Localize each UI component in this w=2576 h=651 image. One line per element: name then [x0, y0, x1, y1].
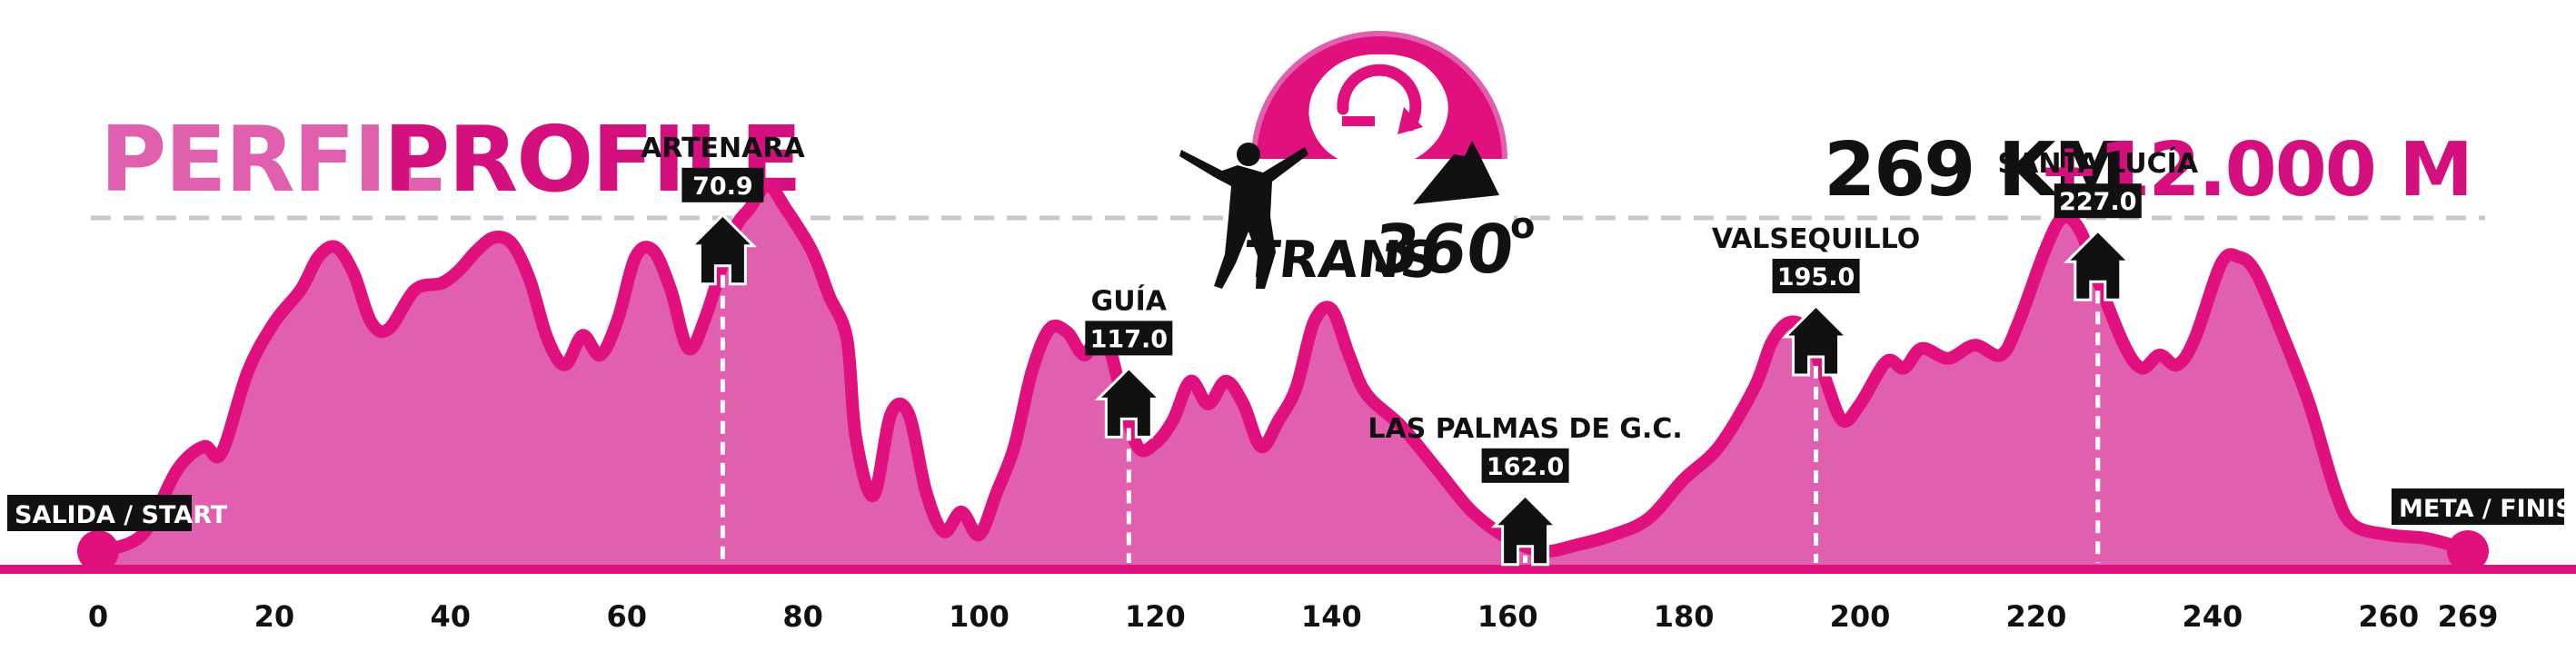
baseline [0, 565, 2576, 574]
start-label: SALIDA / START [7, 495, 228, 531]
runner-silhouette-icon [1179, 143, 1308, 289]
x-tick-label: 0 [88, 599, 108, 634]
x-tick-label: 240 [2182, 599, 2243, 634]
mountain-peak-icon [1413, 141, 1499, 204]
house-icon [2064, 229, 2133, 301]
x-tick-label: 269 [2438, 599, 2499, 634]
x-tick-label: 20 [254, 599, 295, 634]
waypoints: 70.9 ARTENARA 117.0 GUÍA 162.0 LAS PALMAS DE … [641, 133, 2199, 567]
x-tick-label: 80 [782, 599, 823, 634]
island-icon [1308, 54, 1448, 168]
x-axis-ticks: 0 20 40 60 80 100 120 140 160 180 200 220 240 260 269 [88, 599, 2499, 634]
x-tick-label: 120 [1125, 599, 1186, 634]
waypoint-name-text: VALSEQUILLO [1712, 223, 1920, 255]
house-icon [688, 212, 758, 286]
x-tick-label: 160 [1477, 599, 1538, 634]
waypoint-name-text: GUÍA [1091, 284, 1168, 317]
waypoint-marker: 227.0 SANTA LUCÍA [1998, 147, 2199, 563]
waypoint-marker: 70.9 ARTENARA [641, 133, 805, 563]
logo-brand-text: TRANS [1241, 231, 1440, 290]
waypoint-km-text: 227.0 [2059, 188, 2136, 216]
x-tick-label: 220 [2006, 599, 2067, 634]
waypoint-name-text: SANTA LUCÍA [1998, 147, 2199, 180]
waypoint-name-text: LAS PALMAS DE G.C. [1368, 413, 1682, 445]
logo-degree-text: o [1510, 205, 1535, 247]
waypoint-km-badge [2054, 183, 2142, 219]
x-tick-label: 260 [2358, 599, 2419, 634]
logo-number-text: 360 [1369, 211, 1517, 289]
house-icon [1094, 366, 1163, 439]
waypoint-marker: 117.0 GUÍA [1085, 284, 1173, 563]
x-tick-label: 180 [1654, 599, 1715, 634]
waypoint-km-text: 117.0 [1090, 325, 1168, 353]
finish-label: META / FINISH [2392, 488, 2576, 525]
x-tick-label: 60 [606, 599, 647, 634]
finish-label-text: META / FINISH [2399, 495, 2576, 523]
trans360-logo: TRANS 360 o [1179, 2, 1535, 290]
profile-area [98, 184, 2468, 570]
waypoint-km-badge [1085, 321, 1173, 356]
waypoint-km-badge [1772, 259, 1860, 293]
waypoint-marker: 162.0 LAS PALMAS DE G.C. [1368, 413, 1683, 567]
waypoint-km-text: 70.9 [692, 173, 753, 201]
x-tick-label: 40 [431, 599, 472, 634]
house-icon [1490, 493, 1560, 567]
house-icon [1781, 303, 1851, 377]
waypoint-marker: 195.0 VALSEQUILLO [1712, 223, 1920, 563]
x-tick-label: 140 [1301, 599, 1362, 634]
finish-marker [2447, 530, 2489, 572]
x-tick-label: 100 [949, 599, 1010, 634]
title-spanish: PERFIL [100, 106, 442, 212]
waypoint-km-badge [681, 167, 764, 202]
start-label-text: SALIDA / START [15, 501, 228, 529]
waypoint-km-text: 162.0 [1487, 453, 1564, 481]
start-marker [77, 530, 119, 572]
waypoint-km-text: 195.0 [1777, 263, 1855, 291]
waypoint-name-text: ARTENARA [641, 133, 805, 164]
waypoint-km-badge [1481, 448, 1569, 483]
x-tick-label: 200 [1830, 599, 1891, 634]
